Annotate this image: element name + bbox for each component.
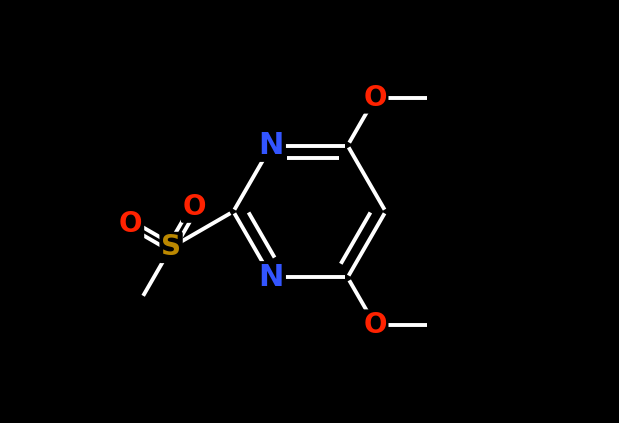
Text: N: N (259, 263, 284, 292)
Text: O: O (183, 193, 206, 221)
Text: N: N (259, 131, 284, 160)
Text: S: S (161, 233, 181, 261)
Text: O: O (363, 311, 387, 339)
Text: O: O (363, 84, 387, 112)
Text: O: O (119, 210, 142, 238)
